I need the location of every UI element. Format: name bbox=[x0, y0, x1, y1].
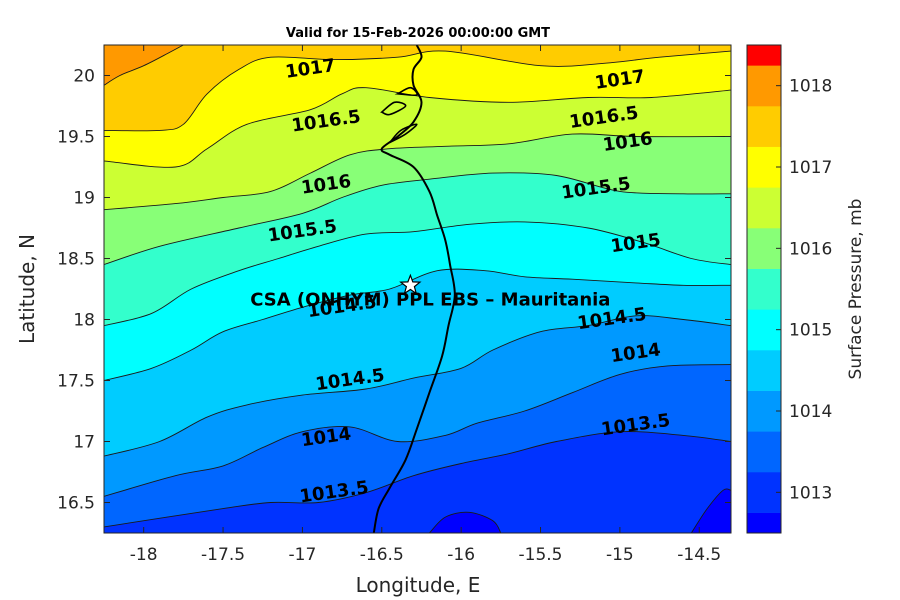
colorbar-swatch bbox=[747, 228, 781, 269]
contour-line bbox=[690, 488, 731, 533]
colorbar-swatch bbox=[747, 187, 781, 229]
y-tick-label: 18 bbox=[73, 311, 95, 331]
pressure-band bbox=[104, 45, 731, 168]
colorbar-swatch bbox=[747, 512, 781, 534]
contour-line bbox=[104, 268, 731, 381]
colorbar-tick-label: 1016 bbox=[789, 239, 832, 259]
coastline bbox=[372, 45, 456, 533]
island-outline bbox=[389, 123, 418, 144]
colorbar-tick-label: 1018 bbox=[789, 77, 832, 97]
colorbar-swatch bbox=[747, 472, 781, 513]
contour-line bbox=[429, 511, 502, 533]
contour-line bbox=[104, 45, 184, 86]
island-outline bbox=[380, 101, 407, 116]
site-name: CSA (ONHYM) PPL EBS – Mauritania bbox=[250, 289, 610, 310]
contour-line bbox=[104, 315, 731, 457]
site-star-icon bbox=[399, 273, 422, 295]
colorbar-tick-label: 1017 bbox=[789, 158, 832, 178]
contour-line bbox=[104, 221, 731, 327]
y-tick-label: 16.5 bbox=[57, 494, 95, 514]
y-tick-label: 20 bbox=[73, 67, 95, 87]
contour-line bbox=[104, 172, 731, 266]
colorbar-swatch bbox=[747, 309, 781, 351]
y-tick-label: 17.5 bbox=[57, 372, 95, 392]
x-tick-label: -17 bbox=[289, 545, 317, 565]
y-axis: 16.5 17 17.5 18 18.5 19 19.5 20 bbox=[57, 67, 731, 514]
colorbar-swatch bbox=[747, 350, 781, 391]
colorbar-swatch bbox=[747, 390, 781, 432]
plot-frame bbox=[103, 44, 732, 534]
y-tick-label: 19 bbox=[73, 189, 95, 209]
x-tick-label: -15 bbox=[606, 545, 634, 565]
colorbar-swatch bbox=[747, 146, 781, 188]
x-tick-label: -15.5 bbox=[519, 545, 563, 565]
colorbar-tick-label: 1014 bbox=[789, 402, 832, 422]
colorbar-tick-label: 1015 bbox=[789, 321, 832, 341]
contour-lines bbox=[104, 45, 731, 533]
colorbar-swatch bbox=[747, 268, 781, 310]
chart-title: Valid for 15-Feb-2026 00:00:00 GMT bbox=[286, 26, 550, 41]
pressure-band bbox=[691, 488, 731, 533]
x-axis: -18 -17.5 -17 -16.5 -16 -15.5 -15 -14.5 bbox=[130, 45, 721, 565]
x-tick-label: -17.5 bbox=[201, 545, 245, 565]
y-tick-label: 17 bbox=[73, 433, 95, 453]
x-tick-label: -16 bbox=[447, 545, 475, 565]
colorbar-swatch bbox=[747, 431, 781, 473]
colorbar-swatch bbox=[747, 65, 781, 107]
y-tick-label: 19.5 bbox=[57, 128, 95, 148]
contour-line bbox=[104, 431, 731, 528]
colorbar-tick-label: 1013 bbox=[789, 483, 832, 503]
x-axis-label: Longitude, E bbox=[356, 573, 481, 597]
y-axis-label: Latitude, N bbox=[15, 234, 39, 344]
colorbar-swatch bbox=[747, 45, 781, 66]
x-tick-label: -18 bbox=[130, 545, 158, 565]
site-marker: CSA (ONHYM) PPL EBS – Mauritania bbox=[250, 273, 610, 310]
contour-line bbox=[104, 133, 731, 211]
pressure-band bbox=[104, 45, 184, 86]
pressure-field bbox=[104, 45, 731, 533]
coastline-line bbox=[372, 45, 456, 533]
colorbar-label: Surface Pressure, mb bbox=[846, 199, 866, 380]
x-tick-label: -16.5 bbox=[360, 545, 404, 565]
island-outline bbox=[394, 86, 418, 97]
contour-line bbox=[104, 87, 731, 168]
colorbar-frame bbox=[746, 44, 782, 534]
colorbar: 1013 1014 1015 1016 1017 1018 bbox=[746, 44, 832, 534]
contour-line bbox=[104, 50, 731, 132]
colorbar-swatch bbox=[747, 106, 781, 147]
contour-line bbox=[104, 364, 731, 497]
x-tick-label: -14.5 bbox=[677, 545, 721, 565]
pressure-band bbox=[429, 512, 501, 533]
y-tick-label: 18.5 bbox=[57, 250, 95, 270]
